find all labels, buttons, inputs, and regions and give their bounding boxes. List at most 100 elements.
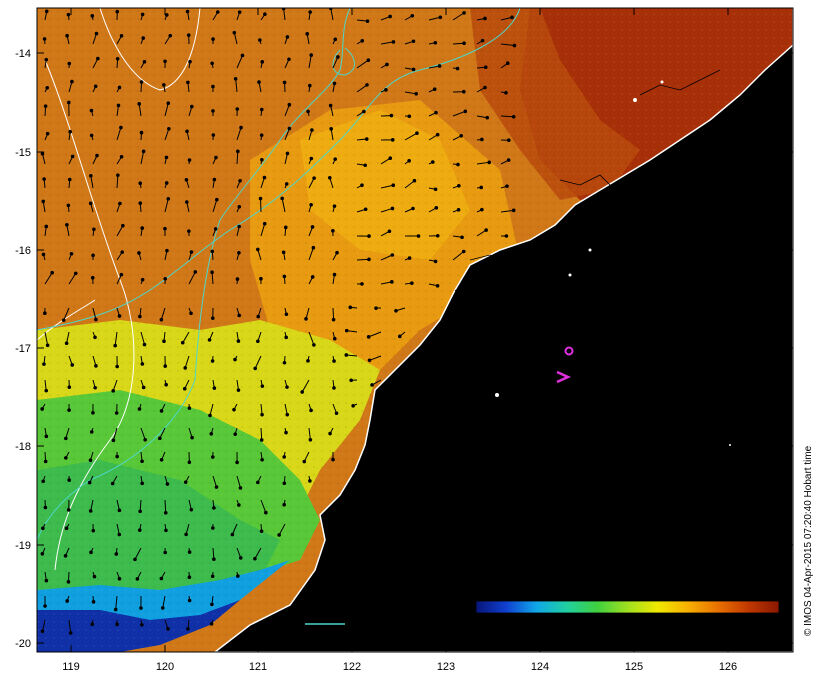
- velocity-arrow: [284, 104, 290, 117]
- velocity-arrow-head: [50, 270, 54, 275]
- velocity-arrow-head: [230, 532, 235, 537]
- velocity-arrow-head: [45, 85, 50, 90]
- argo-label: Argo: [580, 346, 603, 358]
- velocity-arrow-head: [332, 204, 337, 208]
- velocity-arrow-head: [159, 409, 164, 413]
- velocity-arrow-head: [135, 577, 140, 581]
- velocity-arrow: [332, 307, 335, 320]
- velocity-arrow-head: [138, 181, 143, 186]
- velocity-arrow: [236, 127, 242, 141]
- velocity-arrow-head: [186, 80, 190, 85]
- velocity-arrow: [44, 272, 53, 285]
- velocity-arrow: [369, 355, 382, 361]
- velocity-scale-arrowhead: [705, 312, 714, 320]
- velocity-arrow-head: [332, 359, 336, 363]
- velocity-arrow-head: [210, 61, 214, 66]
- velocity-arrow-head: [163, 276, 168, 281]
- y-tick-label: -16: [15, 245, 31, 257]
- velocity-arrow-head: [365, 19, 370, 23]
- bathymetry-label: 200 1000m: [305, 609, 360, 621]
- velocity-arrow-head: [115, 622, 119, 627]
- velocity-arrow-head: [256, 480, 260, 485]
- velocity-arrow-head: [310, 275, 315, 279]
- velocity-arrow-head: [111, 389, 115, 393]
- velocity-arrow-head: [94, 317, 98, 322]
- velocity-arrow-head: [40, 552, 45, 556]
- velocity-arrow: [236, 475, 241, 489]
- velocity-arrow-head: [66, 508, 71, 512]
- velocity-arrow: [92, 33, 97, 45]
- velocity-arrow-head: [94, 364, 98, 368]
- velocity-arrow: [164, 499, 167, 513]
- velocity-arrow-head: [387, 229, 392, 234]
- velocity-arrow-head: [212, 506, 216, 510]
- velocity-arrow-head: [115, 9, 120, 14]
- velocity-arrow-head: [484, 228, 488, 232]
- velocity-arrow: [305, 307, 310, 319]
- velocity-arrow-head: [115, 454, 119, 459]
- velocity-arrow-head: [110, 481, 115, 486]
- velocity-arrow-head: [285, 385, 289, 389]
- velocity-arrow: [278, 523, 286, 536]
- colorbar-tick-label: 27: [537, 625, 549, 637]
- velocity-arrow-head: [67, 100, 71, 105]
- velocity-arrow-head: [138, 314, 142, 319]
- colorbar-tick-label: 26: [475, 625, 487, 637]
- velocity-arrow-head: [210, 602, 214, 607]
- velocity-arrow-head: [65, 222, 69, 227]
- velocity-arrow: [116, 175, 119, 189]
- velocity-arrow-head: [260, 157, 264, 162]
- velocity-arrow-head: [365, 83, 369, 87]
- velocity-arrow-head: [282, 274, 287, 279]
- velocity-arrow-head: [430, 160, 435, 164]
- velocity-arrow-head: [90, 622, 95, 627]
- velocity-arrow-head: [43, 311, 47, 316]
- velocity-arrow: [380, 184, 394, 189]
- velocity-arrow-head: [285, 151, 290, 156]
- velocity-arrow-head: [433, 259, 438, 264]
- velocity-arrow-head: [43, 604, 47, 608]
- velocity-arrow: [281, 198, 286, 213]
- velocity-arrow-head: [111, 438, 116, 443]
- velocity-arrow-head: [349, 378, 353, 383]
- y-axis: -14 -15 -16 -17 -18 -19 -20: [15, 48, 793, 650]
- velocity-arrow-head: [88, 201, 93, 206]
- velocity-arrow: [116, 225, 124, 237]
- velocity-arrow-head: [43, 104, 48, 108]
- velocity-arrow: [164, 103, 169, 117]
- velocity-arrow-head: [211, 133, 216, 137]
- velocity-arrow-head: [510, 15, 514, 20]
- velocity-arrow-head: [455, 66, 460, 71]
- velocity-arrow: [164, 198, 169, 213]
- velocity-arrow: [44, 331, 49, 346]
- velocity-arrow: [90, 499, 94, 512]
- velocity-arrow-head: [282, 360, 287, 365]
- velocity-arrow: [112, 379, 118, 392]
- velocity-arrow-head: [188, 59, 192, 64]
- velocity-arrow-head: [302, 459, 307, 464]
- velocity-arrow-head: [159, 576, 164, 581]
- velocity-arrow-head: [212, 177, 217, 182]
- velocity-arrow-head: [311, 245, 316, 250]
- velocity-arrow-head: [137, 102, 142, 106]
- velocity-arrow-head: [504, 234, 509, 238]
- velocity-arrow-head: [309, 408, 313, 413]
- velocity-arrow-head: [89, 133, 94, 138]
- velocity-arrow-head: [67, 61, 72, 66]
- velocity-arrow: [185, 523, 190, 535]
- velocity-arrow-head: [44, 9, 49, 14]
- velocity-arrow: [500, 16, 513, 21]
- velocity-arrow-head: [139, 80, 144, 84]
- velocity-arrow-head: [236, 388, 241, 392]
- velocity-arrow-head: [164, 528, 168, 533]
- velocity-arrow-head: [44, 57, 49, 62]
- velocity-arrow-head: [140, 622, 144, 627]
- velocity-arrow-head: [235, 277, 240, 281]
- x-axis: 119 120 121 122 123 124 125 126: [62, 8, 737, 673]
- drifter-marker: [556, 370, 572, 384]
- velocity-arrow-head: [284, 430, 288, 435]
- velocity-arrow-head: [68, 631, 73, 635]
- velocity-arrow-head: [309, 202, 313, 207]
- y-tick-label: -14: [15, 48, 31, 60]
- velocity-arrow-head: [363, 163, 368, 168]
